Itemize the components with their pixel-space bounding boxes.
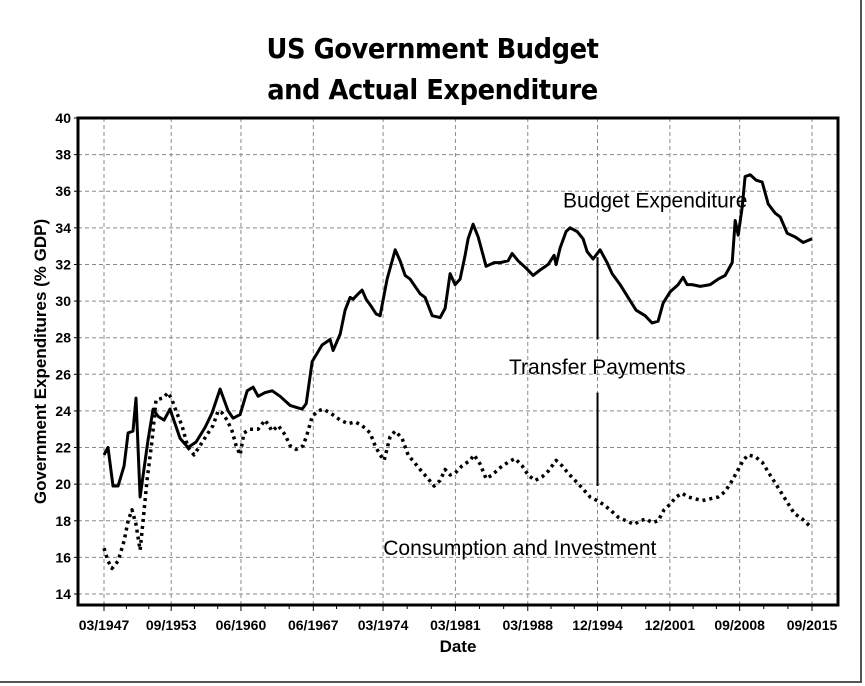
y-tick-label: 36 <box>55 183 71 199</box>
y-tick-label: 24 <box>55 403 71 419</box>
y-tick-label: 28 <box>55 330 71 346</box>
annotations: Budget Expenditure Transfer Payments Consu… <box>383 189 747 560</box>
chart-title-line-2: and Actual Expenditure <box>267 73 598 106</box>
x-tick-label: 06/1960 <box>216 617 267 633</box>
grid <box>78 117 838 605</box>
x-tick-label: 06/1967 <box>288 617 339 633</box>
y-tick-label: 32 <box>55 256 71 272</box>
series-line-consumption-and-investment <box>102 390 812 571</box>
chart-title-line-1: US Government Budget <box>266 32 599 65</box>
x-axis-label: Date <box>440 637 477 656</box>
y-tick-label: 30 <box>55 293 71 309</box>
y-tick-label: 22 <box>55 440 71 456</box>
series-group <box>102 173 813 571</box>
annotation-label: Consumption and Investment <box>383 537 656 560</box>
annotation-label: Transfer Payments <box>509 356 686 379</box>
y-tick-label: 16 <box>55 549 71 565</box>
y-tick-label: 26 <box>55 366 71 382</box>
y-tick-label: 14 <box>55 586 71 602</box>
x-tick-label: 03/1981 <box>430 617 481 633</box>
y-tick-label: 18 <box>55 513 71 529</box>
x-tick-label: 03/1947 <box>79 617 130 633</box>
y-tick-label: 20 <box>55 476 71 492</box>
annotation-label: Budget Expenditure <box>563 189 747 212</box>
x-tick-label: 09/1953 <box>146 617 197 633</box>
x-tick-label: 12/2001 <box>645 617 696 633</box>
axis-ticks: 14 16 18 20 22 24 26 28 30 32 34 36 38 40 03/1947 09/19… <box>55 110 837 633</box>
y-tick-label: 34 <box>55 220 71 236</box>
y-tick-label: 40 <box>55 110 71 126</box>
y-tick-label: 38 <box>55 147 71 163</box>
x-tick-label: 03/1974 <box>358 617 409 633</box>
series-line-budget-expenditure <box>102 173 813 499</box>
plot-border <box>76 116 840 607</box>
x-tick-label: 09/2008 <box>714 617 765 633</box>
y-axis-label: Government Expenditures (% GDP) <box>31 219 50 504</box>
x-tick-label: 12/1994 <box>572 617 623 633</box>
x-tick-label: 09/2015 <box>787 617 838 633</box>
x-tick-label: 03/1988 <box>502 617 553 633</box>
